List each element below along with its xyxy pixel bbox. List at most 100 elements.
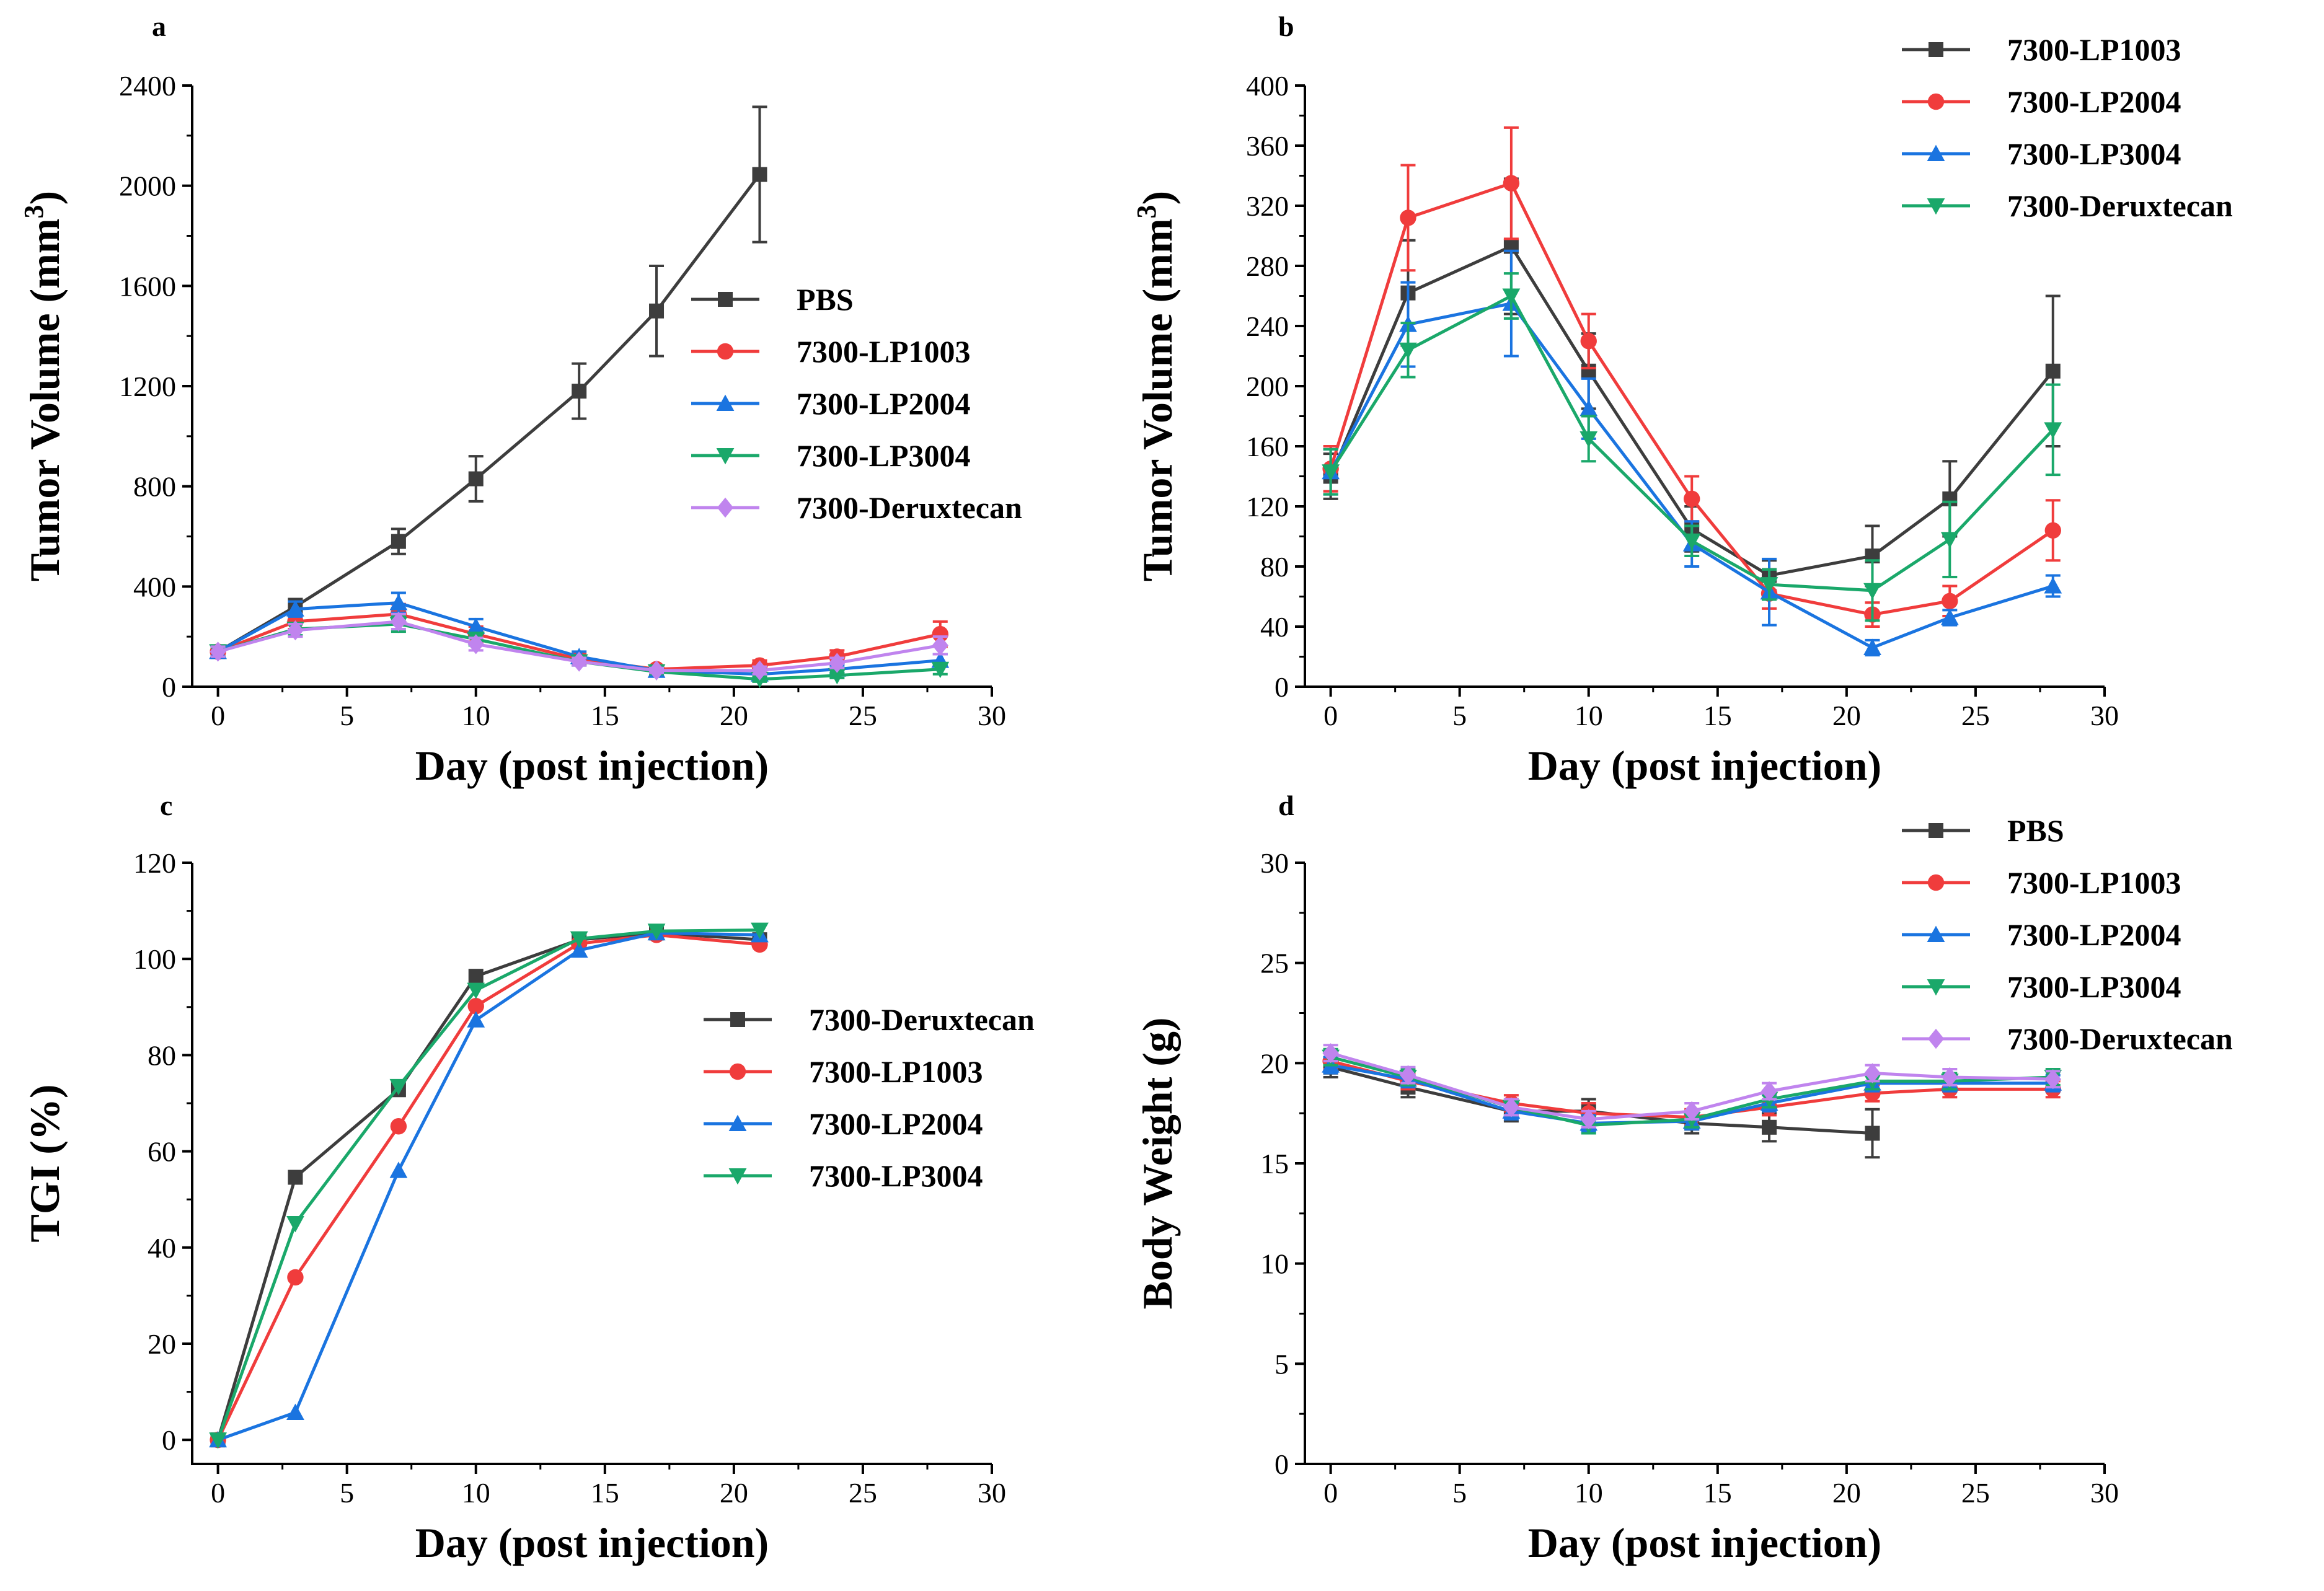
legend-marker — [728, 1114, 747, 1131]
y-tick-label: 80 — [1260, 551, 1289, 583]
y-tick-label: 0 — [162, 671, 176, 703]
legend-marker — [1929, 823, 1943, 838]
y-tick-label: 400 — [133, 571, 176, 602]
x-tick-label: 15 — [591, 700, 619, 731]
data-point — [389, 594, 408, 610]
data-point — [389, 1161, 408, 1178]
legend-label: 7300-LP2004 — [2007, 917, 2181, 952]
axis-frame — [191, 863, 992, 1465]
data-point — [1760, 577, 1778, 594]
legend-label: 7300-LP3004 — [809, 1158, 983, 1193]
x-tick-label: 20 — [1832, 700, 1861, 731]
data-point — [390, 611, 407, 632]
x-axis-title: Day (post injection) — [415, 742, 769, 789]
data-point — [287, 620, 304, 641]
x-tick-label: 10 — [1575, 700, 1603, 731]
x-tick-label: 0 — [211, 1477, 225, 1509]
y-tick-label: 10 — [1260, 1248, 1289, 1280]
x-tick-label: 5 — [340, 700, 354, 731]
data-point — [1865, 1126, 1880, 1141]
series-7300-deruxtecan — [1322, 1042, 2061, 1130]
y-tick-label: 160 — [1246, 431, 1289, 462]
y-tick-label: 40 — [148, 1232, 176, 1264]
panel-letter: a — [152, 11, 166, 42]
data-point — [2044, 522, 2061, 539]
x-tick-label: 5 — [340, 1477, 354, 1509]
data-point — [1940, 532, 1959, 549]
data-point — [468, 969, 484, 984]
y-axis-title: TGI (%) — [21, 1085, 68, 1243]
x-tick-label: 15 — [591, 1477, 619, 1509]
x-tick-label: 15 — [1703, 700, 1732, 731]
legend-marker — [716, 448, 735, 465]
data-point — [1322, 1042, 1339, 1064]
data-point — [1580, 333, 1597, 350]
data-point — [572, 384, 587, 399]
y-tick-label: 0 — [162, 1424, 176, 1456]
x-tick-label: 25 — [1961, 1477, 1990, 1509]
data-point — [1503, 1097, 1520, 1117]
panel-letter: c — [160, 790, 172, 821]
series-7300-deruxtecan — [210, 925, 767, 1448]
data-point — [1502, 288, 1521, 305]
y-tick-label: 30 — [1260, 847, 1289, 879]
y-tick-label: 100 — [133, 943, 176, 975]
y-tick-label: 2400 — [119, 70, 176, 102]
y-tick-label: 280 — [1246, 250, 1289, 282]
x-tick-label: 25 — [849, 1477, 877, 1509]
y-tick-label: 200 — [1246, 371, 1289, 402]
x-axis-title: Day (post injection) — [415, 1519, 769, 1566]
y-tick-label: 120 — [133, 847, 176, 879]
x-tick-label: 20 — [1832, 1477, 1861, 1509]
x-tick-label: 10 — [462, 700, 490, 731]
data-point — [287, 1269, 304, 1286]
x-tick-label: 25 — [849, 700, 877, 731]
data-point — [286, 1216, 304, 1233]
data-point — [209, 1432, 228, 1449]
data-point — [931, 661, 950, 679]
data-point — [391, 534, 406, 549]
x-tick-label: 10 — [1575, 1477, 1603, 1509]
data-point — [210, 641, 226, 662]
x-tick-label: 10 — [462, 1477, 490, 1509]
y-tick-label: 240 — [1246, 311, 1289, 342]
legend-marker — [730, 1012, 745, 1027]
data-point — [932, 625, 948, 643]
legend-label: PBS — [797, 282, 854, 317]
y-tick-label: 80 — [148, 1039, 176, 1071]
axis-frame — [1304, 86, 2105, 688]
data-point — [286, 600, 304, 617]
legend-label: 7300-Deruxtecan — [797, 490, 1022, 525]
data-point — [467, 1011, 485, 1028]
y-tick-label: 800 — [133, 471, 176, 503]
data-point — [1399, 342, 1417, 359]
x-axis-title: Day (post injection) — [1528, 1519, 1881, 1566]
y-axis-title-main: Tumor Volume (mm — [21, 219, 68, 582]
y-tick-label: 25 — [1260, 948, 1289, 979]
data-point — [570, 931, 588, 948]
legend-label: 7300-LP2004 — [797, 386, 971, 421]
y-axis-title-close: ) — [1134, 191, 1181, 205]
data-point — [1683, 1101, 1700, 1122]
legend-label: PBS — [2007, 813, 2064, 848]
y-tick-label: 1600 — [119, 270, 176, 302]
legend-marker — [1927, 874, 1945, 891]
legend-label: 7300-LP3004 — [797, 438, 971, 473]
legend-marker — [1927, 198, 1945, 215]
y-tick-label: 60 — [148, 1136, 176, 1168]
x-tick-label: 15 — [1703, 1477, 1732, 1509]
legend-label: 7300-LP1003 — [797, 334, 971, 369]
series-pbs — [210, 105, 767, 659]
data-point — [1400, 209, 1416, 226]
data-point — [570, 941, 588, 958]
series-7300-lp3004 — [209, 922, 769, 1449]
data-point — [1940, 609, 1959, 625]
y-tick-label: 2000 — [119, 170, 176, 202]
data-point — [1863, 638, 1881, 655]
y-axis-title: Tumor Volume (mm3) — [19, 191, 68, 581]
data-point — [649, 303, 665, 319]
data-point — [390, 1118, 407, 1135]
x-tick-label: 5 — [1452, 700, 1467, 731]
data-point — [1580, 399, 1598, 416]
